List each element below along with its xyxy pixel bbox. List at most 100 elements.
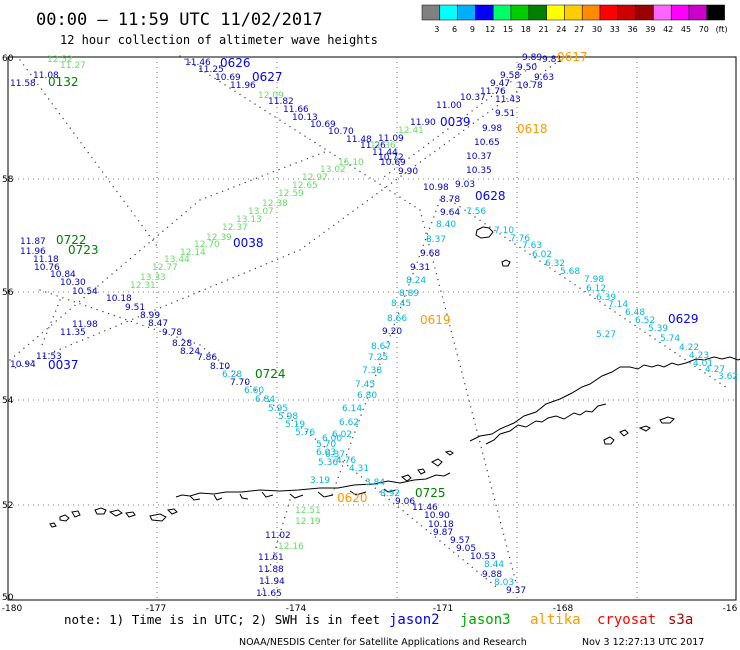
track-dot [55,320,57,322]
track-dot [136,322,138,325]
wave-height-value: 8.10 [210,362,230,372]
track-dot [107,312,110,315]
wave-height-value: 6.00 [322,434,342,444]
track-dot [404,295,406,297]
colorbar-swatch [688,4,708,21]
track-dot [425,529,427,531]
track-dot [524,250,526,252]
track-dot [484,223,486,225]
track-dot [423,226,426,229]
track-dot [323,231,325,234]
track-dot [199,344,201,346]
wave-height-value: 10.13 [292,113,318,123]
satellite-legend-entry: s3a [668,612,693,628]
colorbar-label: 42 [663,25,673,34]
wave-height-value: 8.40 [436,220,456,230]
track-dot [470,406,472,408]
track-dot [291,419,293,422]
colorbar-swatch [670,4,690,21]
wave-height-value: 8.99 [140,311,160,321]
wave-height-value: 6.39 [596,293,616,303]
wave-height-value: 13.02 [320,165,346,175]
track-dot [443,143,446,146]
wave-height-value: 9.06 [395,497,415,507]
wave-height-value: 9.78 [162,328,182,338]
wave-height-value: 5.27 [596,330,616,340]
track-dot [171,222,173,225]
track-dot [295,162,297,164]
colorbar-swatch [439,4,458,21]
wave-height-value: 10.76 [34,263,60,273]
track-dot [476,429,478,431]
track-dot [507,551,509,553]
track-dot [111,273,113,275]
wave-height-value: 8.45 [391,299,411,309]
wave-height-value: 9.20 [382,327,402,337]
track-dot [249,270,251,272]
wave-height-value: 11.53 [36,352,62,362]
wave-height-value: 11.96 [230,81,256,91]
wave-height-value: 11.02 [265,531,291,541]
track-dot [271,260,273,263]
track-dot [65,346,67,348]
track-dot [185,211,187,213]
track-dot [456,354,458,356]
track-dot [385,346,387,348]
track-dot [535,76,537,79]
pass-id-label: 0039 [440,115,471,129]
track-dot [155,244,158,246]
pass-id-label: 0618 [517,122,548,136]
track-dot [402,510,404,512]
wave-height-value: 13.44 [164,255,190,265]
track-dot [87,151,89,154]
wave-height-value: 7.14 [608,300,628,310]
wave-height-value: 10.94 [10,360,36,370]
track-dot [254,103,256,105]
track-dot [476,106,478,109]
track-dot [534,257,536,259]
colorbar-label: 24 [556,25,566,34]
track-dot [365,480,367,482]
track-dot [344,161,346,163]
track-dot [409,202,411,205]
track-dot [349,164,351,166]
track-dot [444,307,447,310]
track-dot [629,321,631,323]
track-dot [443,302,445,304]
track-dot [389,190,391,192]
track-dot [46,328,48,330]
track-dot [519,246,521,249]
track-dot [199,68,201,70]
track-dot [649,335,651,337]
wave-height-value: 4.76 [336,456,356,466]
track-dot [319,145,321,147]
track-dot [464,209,466,211]
wave-height-value: 12.51 [295,506,321,516]
colorbar-swatch [581,4,601,21]
track-dot [268,400,270,403]
track-dot [293,251,296,253]
colorbar-swatch [421,4,441,21]
track-dot [137,316,139,318]
track-dot [306,158,309,160]
track-dot [390,182,393,184]
wave-height-value: 11.46 [412,503,438,513]
track-dot [58,112,61,115]
longitude-label: -168 [553,604,574,614]
track-dot [594,297,596,300]
track-dot [142,324,144,327]
track-dot [425,232,427,234]
track-dot [182,338,184,340]
track-dot [418,150,420,152]
wave-height-value: 6.37 [325,450,345,460]
track-dot [238,184,241,186]
wave-height-value: 8.28 [172,339,192,349]
track-dot [356,472,358,474]
map-title: 00:00 – 11:59 UTC 11/02/2017 [36,10,323,30]
track-dot [259,106,261,109]
track-dot [471,110,473,112]
track-dot [384,186,386,189]
wave-height-value: 9.51 [125,303,145,313]
track-dot [369,177,371,179]
wave-height-value: 9.98 [482,124,502,134]
